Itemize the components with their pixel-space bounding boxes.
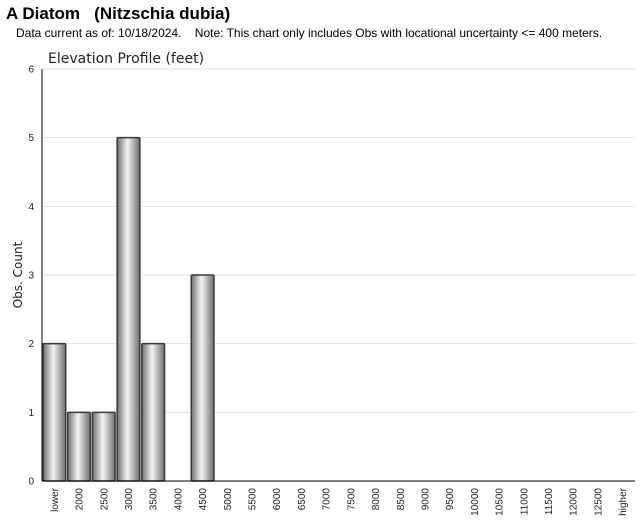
bar	[66, 411, 92, 482]
x-tick-label: 11500	[544, 488, 555, 516]
x-tick-label: 12000	[569, 488, 580, 516]
y-tick-label: 3	[28, 271, 34, 282]
x-tick-label: 2000	[75, 488, 86, 511]
x-tick-label: 10500	[495, 488, 506, 516]
x-tick-labels: lower 2000 2500 3000 3500 4000 4500 5000 5500 600…	[50, 487, 629, 515]
y-tick-label: 1	[28, 408, 34, 419]
chart-title: Elevation Profile (feet)	[48, 51, 204, 67]
y-tick-label: 5	[28, 133, 34, 144]
y-tick-label: 6	[28, 65, 34, 76]
x-tick-label: 11000	[519, 488, 530, 516]
axes	[41, 69, 635, 482]
bar	[91, 411, 116, 482]
x-tick-label: higher	[618, 487, 629, 515]
bar	[141, 342, 166, 482]
x-tick-label: 3500	[149, 488, 160, 511]
x-tick-label: 7500	[346, 488, 357, 511]
x-tick-label: 6000	[272, 488, 283, 511]
bar	[116, 136, 141, 482]
data-note: Data current as of: 10/18/2024. Note: Th…	[16, 26, 603, 40]
x-tick-label: 5500	[248, 488, 259, 511]
x-tick-label: 9500	[445, 488, 456, 511]
y-tick-label: 2	[28, 339, 34, 350]
x-tick-label: 10000	[470, 488, 481, 516]
bar	[42, 342, 67, 482]
x-tick-label: lower	[50, 487, 61, 512]
page-title: A Diatom (Nitzschia dubia)	[6, 4, 231, 23]
x-tick-label: 8000	[371, 488, 382, 511]
x-tick-label: 3000	[124, 488, 135, 511]
x-tick-label: 12500	[593, 488, 604, 516]
x-tick-label: 4500	[198, 488, 209, 511]
bars	[42, 136, 215, 482]
x-tick-label: 8500	[396, 488, 407, 511]
x-tick-label: 5000	[223, 488, 234, 511]
x-tick-label: 7000	[322, 488, 333, 511]
bar	[190, 274, 215, 482]
x-tick-label: 4000	[173, 488, 184, 511]
y-axis-label: Obs. Count	[11, 241, 25, 308]
y-tick-labels: 0 1 2 3 4 5 6	[28, 65, 34, 488]
x-tick-label: 2500	[99, 488, 110, 511]
x-tick-label: 6500	[297, 488, 308, 511]
grid-lines	[42, 68, 635, 413]
x-tick-label: 9000	[420, 488, 431, 511]
y-tick-label: 4	[28, 202, 34, 213]
y-tick-label: 0	[28, 477, 34, 488]
